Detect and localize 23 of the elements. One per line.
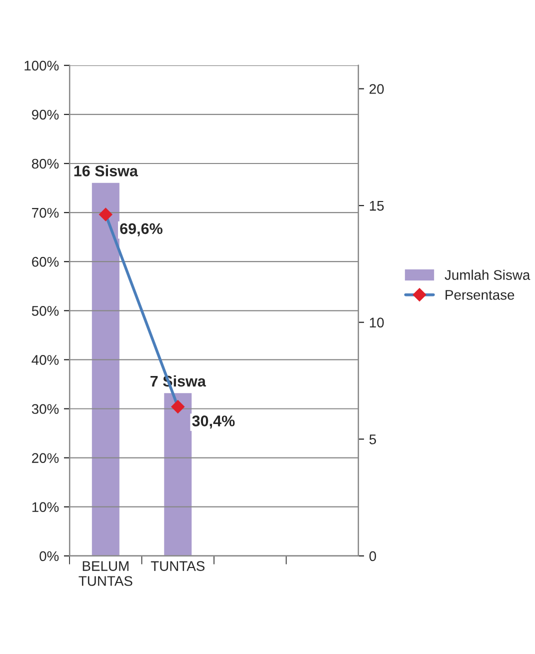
y-tick-label: 100%	[24, 60, 59, 71]
y-tick-label: 80%	[32, 158, 59, 169]
data-label: 69,6%	[120, 223, 162, 236]
y-tick-label: 0%	[40, 551, 59, 562]
x-tick-label: BELUM TUNTAS	[78, 561, 132, 586]
y2-tick-label: 15	[370, 201, 384, 211]
y-tick-label: 60%	[32, 256, 59, 267]
legend-label: Persentase	[446, 290, 514, 300]
y-tick-label: 50%	[32, 306, 59, 316]
y-tick-label: 70%	[32, 208, 59, 218]
data-label: 30,4%	[192, 416, 235, 429]
y-tick-label: 10%	[32, 502, 59, 512]
y-tick-label: 30%	[32, 404, 59, 414]
y2-tick-label: 0	[369, 551, 376, 562]
legend-label: Jumlah Siswa	[444, 270, 530, 280]
y-tick-label: 40%	[32, 355, 59, 365]
y-tick-label: 90%	[32, 110, 59, 120]
y-tick-label: 20%	[32, 453, 59, 463]
y2-tick-label: 10	[370, 318, 384, 328]
x-tick-label: TUNTAS	[150, 561, 205, 571]
y2-tick-label: 20	[370, 84, 384, 94]
data-label: 16 Siswa	[74, 165, 138, 176]
y2-tick-label: 5	[369, 434, 376, 444]
